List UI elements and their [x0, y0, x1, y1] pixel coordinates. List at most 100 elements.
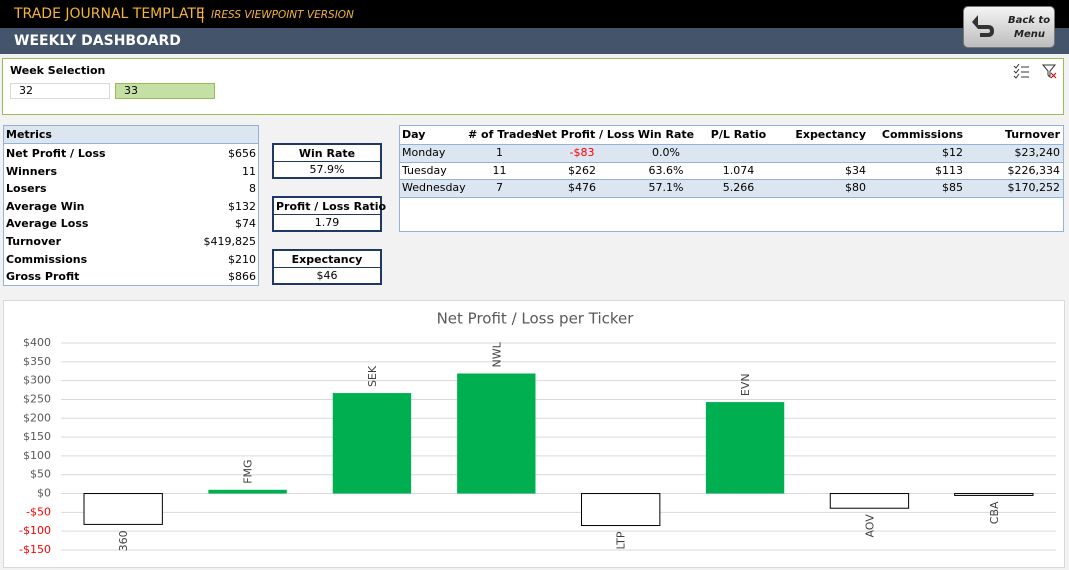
multi-select-icon[interactable] — [1013, 63, 1029, 79]
table-row — [400, 144, 1063, 162]
table-cell: $80 — [845, 181, 866, 195]
table-cell: Monday — [402, 146, 446, 159]
metric-label: Average Loss — [6, 217, 89, 231]
table-cell: $12 — [942, 146, 963, 159]
metric-value: 8 — [249, 182, 256, 196]
table-row — [400, 179, 1063, 198]
y-tick-label: $0 — [37, 487, 51, 500]
y-tick-label: $50 — [30, 468, 51, 481]
kpi-value: $46 — [316, 269, 338, 282]
table-cell: $476 — [568, 181, 596, 195]
metric-value: $656 — [228, 147, 256, 160]
dashboard-bar: WEEKLY DASHBOARD — [0, 28, 1069, 54]
week-selection: Week Selection 32 33 — [2, 58, 1064, 115]
metric-label: Winners — [6, 164, 57, 178]
chart: Net Profit / Loss per Ticker -$150 -$100 -… — [19, 310, 1056, 556]
metric-label: Net Profit / Loss — [6, 147, 106, 160]
column-header: Turnover — [1005, 128, 1060, 141]
column-header: P/L Ratio — [710, 128, 767, 141]
back-label: Back to — [1008, 15, 1051, 26]
table-cell: 0.0% — [652, 146, 680, 159]
day-table: Day # of Trades Net Profit / Loss Win Rate P… — [399, 125, 1064, 232]
y-tick-label: -$50 — [26, 505, 51, 518]
table-cell: $262 — [568, 163, 596, 177]
table-row — [400, 161, 1063, 180]
metric-value: 11 — [242, 164, 256, 178]
y-tick-label: $350 — [23, 355, 51, 368]
table-cell: 11 — [492, 163, 507, 177]
week-label: Week Selection — [10, 64, 106, 77]
back-button[interactable]: Back to Menu — [963, 6, 1055, 48]
metric-value: $419,825 — [203, 235, 257, 248]
table-cell: 1.074 — [722, 163, 755, 177]
y-tick-label: $200 — [23, 411, 51, 424]
dashboard-title: WEEKLY DASHBOARD — [14, 33, 181, 49]
metric-label: Average Win — [6, 199, 85, 213]
table-cell: -$83 — [569, 146, 595, 159]
bar — [954, 493, 1034, 496]
column-header: Net Profit / Loss — [535, 128, 635, 141]
table-cell: Wednesday — [402, 181, 466, 195]
x-tick-label: CBA — [988, 501, 1001, 524]
bar — [332, 393, 412, 494]
table-cell: $113 — [935, 163, 963, 177]
column-header: # of Trades — [468, 128, 539, 141]
week-option[interactable]: 33 — [115, 83, 215, 99]
metric-value: $866 — [228, 270, 256, 284]
metrics-table: Metrics Net Profit / Loss $656 Winners 11 Lo… — [3, 125, 259, 286]
version: IRESS VIEWPOINT VERSION — [211, 9, 354, 21]
metric-label: Losers — [6, 182, 47, 196]
y-tick-label: $300 — [23, 374, 51, 387]
table-cell: $34 — [845, 163, 866, 177]
x-tick-label: AOV — [863, 514, 876, 538]
metric-value: $210 — [228, 252, 256, 266]
table-cell: 7 — [496, 181, 503, 195]
column-header: Commissions — [881, 128, 963, 141]
metric-label: Gross Profit — [6, 270, 80, 284]
table-cell: 5.266 — [722, 181, 755, 195]
y-tick-label: $100 — [23, 449, 51, 462]
kpi-label: Profit / Loss Ratio — [274, 200, 387, 215]
metrics-header: Metrics — [4, 126, 258, 144]
slicer-icons — [1013, 63, 1057, 79]
app-title: TRADE JOURNAL TEMPLATE — [14, 6, 205, 22]
row-border — [400, 196, 1063, 198]
table-cell: $226,334 — [1007, 163, 1061, 177]
kpi-box: Expectancy $46 — [272, 249, 382, 285]
y-tick-label: $400 — [23, 336, 51, 349]
chart-title: Net Profit / Loss per Ticker — [437, 310, 635, 328]
y-tick-label: $150 — [23, 430, 51, 443]
metric-value: $132 — [228, 199, 256, 213]
kpi-box: Profit / Loss Ratio 1.79 — [272, 196, 387, 232]
kpi-label: Expectancy — [274, 251, 380, 268]
bar — [83, 493, 163, 525]
bar — [705, 402, 785, 494]
metric-label: Turnover — [6, 235, 61, 248]
kpi-box: Win Rate 57.9% — [272, 143, 382, 179]
x-tick-label: EVN — [739, 373, 752, 396]
bar — [457, 373, 536, 494]
back-icon — [972, 15, 994, 37]
bar — [829, 493, 910, 509]
kpi-value: 1.79 — [314, 216, 340, 229]
clear-filter-icon[interactable] — [1041, 64, 1057, 79]
table-cell: 57.1% — [648, 181, 684, 195]
week-option[interactable]: 32 — [10, 83, 110, 99]
table-cell: 1 — [496, 146, 503, 159]
column-header: Expectancy — [795, 128, 866, 141]
x-tick-label: SEK — [366, 365, 379, 387]
table-cell: $170,252 — [1007, 181, 1061, 195]
kpi-label: Win Rate — [274, 145, 380, 162]
metric-value: $74 — [235, 217, 256, 231]
column-header: Win Rate — [637, 128, 695, 141]
title-bar: TRADE JOURNAL TEMPLATE | IRESS VIEWPOINT… — [0, 0, 1069, 28]
x-tick-label: FMG — [242, 459, 255, 483]
chart-area: Net Profit / Loss per Ticker -$150 -$100 -… — [3, 300, 1065, 568]
column-header: Day — [402, 128, 426, 141]
bar — [208, 489, 287, 494]
metric-label: Commissions — [6, 252, 88, 266]
x-tick-label: LTP — [615, 531, 628, 549]
table-cell: $85 — [942, 181, 963, 195]
table-cell: $23,240 — [1014, 146, 1061, 159]
